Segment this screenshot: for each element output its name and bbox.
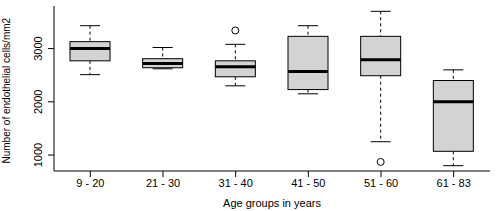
svg-text:51 - 60: 51 - 60 (364, 177, 398, 189)
svg-text:2000: 2000 (32, 90, 44, 114)
svg-text:9 - 20: 9 - 20 (76, 177, 104, 189)
svg-text:Age groups in years: Age groups in years (223, 197, 321, 209)
svg-text:Number of endothelial cells/mm: Number of endothelial cells/mm2 (8, 17, 12, 163)
svg-text:1000: 1000 (32, 143, 44, 167)
svg-text:61 - 83: 61 - 83 (437, 177, 471, 189)
svg-text:21 - 30: 21 - 30 (146, 177, 180, 189)
svg-text:31 - 40: 31 - 40 (219, 177, 253, 189)
svg-text:41 - 50: 41 - 50 (291, 177, 325, 189)
svg-text:3000: 3000 (32, 36, 44, 60)
